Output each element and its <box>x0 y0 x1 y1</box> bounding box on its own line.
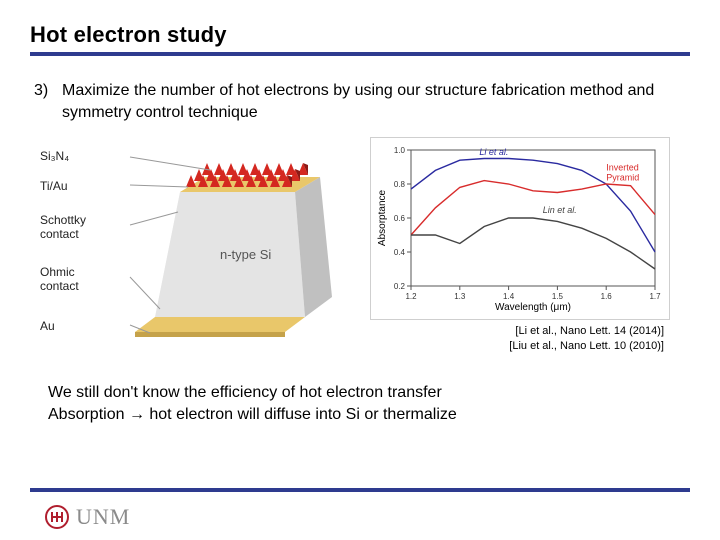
svg-text:0.4: 0.4 <box>394 248 406 257</box>
svg-text:Li et al.: Li et al. <box>479 147 508 157</box>
label-ohmic: Ohmic contact <box>40 265 79 293</box>
slide-title: Hot electron study <box>30 22 690 48</box>
svg-text:1.5: 1.5 <box>552 292 564 301</box>
label-au: Au <box>40 319 55 333</box>
bullet-text: Maximize the number of hot electrons by … <box>62 80 686 123</box>
device-diagram-svg <box>60 137 360 337</box>
citations: [Li et al., Nano Lett. 14 (2014)] [Liu e… <box>370 324 670 354</box>
svg-text:0.6: 0.6 <box>394 214 406 223</box>
svg-text:1.6: 1.6 <box>601 292 613 301</box>
label-tiau: Ti/Au <box>40 179 68 193</box>
svg-text:1.0: 1.0 <box>394 146 406 155</box>
absorptance-chart-panel: 1.2 1.3 1.4 1.5 1.6 1.7 0.2 0.4 0.6 0.8 1.0 Wavelen… <box>370 137 670 354</box>
svg-text:1.3: 1.3 <box>454 292 466 301</box>
svg-text:Pyramid: Pyramid <box>606 173 639 183</box>
au-layer <box>135 317 305 332</box>
svg-text:0.8: 0.8 <box>394 180 406 189</box>
bullet-number: 3) <box>34 80 62 123</box>
svg-text:Inverted: Inverted <box>606 163 639 173</box>
svg-text:Lin et al.: Lin et al. <box>543 205 577 215</box>
absorptance-chart: 1.2 1.3 1.4 1.5 1.6 1.7 0.2 0.4 0.6 0.8 1.0 Wavelen… <box>373 142 663 312</box>
unm-logo: UNM <box>44 504 130 530</box>
conclusion-line2: Absorption → hot electron will diffuse i… <box>48 404 672 426</box>
svg-text:Wavelength (μm): Wavelength (μm) <box>495 302 571 312</box>
conclusion-line1: We still don't know the efficiency of ho… <box>48 382 672 404</box>
unm-logo-text: UNM <box>76 504 130 530</box>
slide: Hot electron study 3) Maximize the numbe… <box>0 0 720 540</box>
title-underline <box>30 52 690 56</box>
citation-li: [Li et al., Nano Lett. 14 (2014)] <box>370 324 664 339</box>
svg-text:1.2: 1.2 <box>405 292 417 301</box>
svg-text:0.2: 0.2 <box>394 282 406 291</box>
svg-text:Absorptance: Absorptance <box>377 190 388 247</box>
citation-liu: [Liu et al., Nano Lett. 10 (2010)] <box>370 339 664 354</box>
bullet-3: 3) Maximize the number of hot electrons … <box>34 80 686 123</box>
unm-logo-icon <box>44 504 70 530</box>
label-schottky: Schottky contact <box>40 213 86 241</box>
footer-rule <box>30 488 690 492</box>
svg-text:1.4: 1.4 <box>503 292 515 301</box>
label-nsi: n-type Si <box>220 247 271 262</box>
figure-row: Si₃N₄ Ti/Au Schottky contact Ohmic conta… <box>30 137 690 354</box>
device-diagram: Si₃N₄ Ti/Au Schottky contact Ohmic conta… <box>40 137 350 337</box>
label-si3n4: Si₃N₄ <box>40 149 69 163</box>
svg-text:1.7: 1.7 <box>649 292 661 301</box>
conclusion-text: We still don't know the efficiency of ho… <box>48 382 672 427</box>
